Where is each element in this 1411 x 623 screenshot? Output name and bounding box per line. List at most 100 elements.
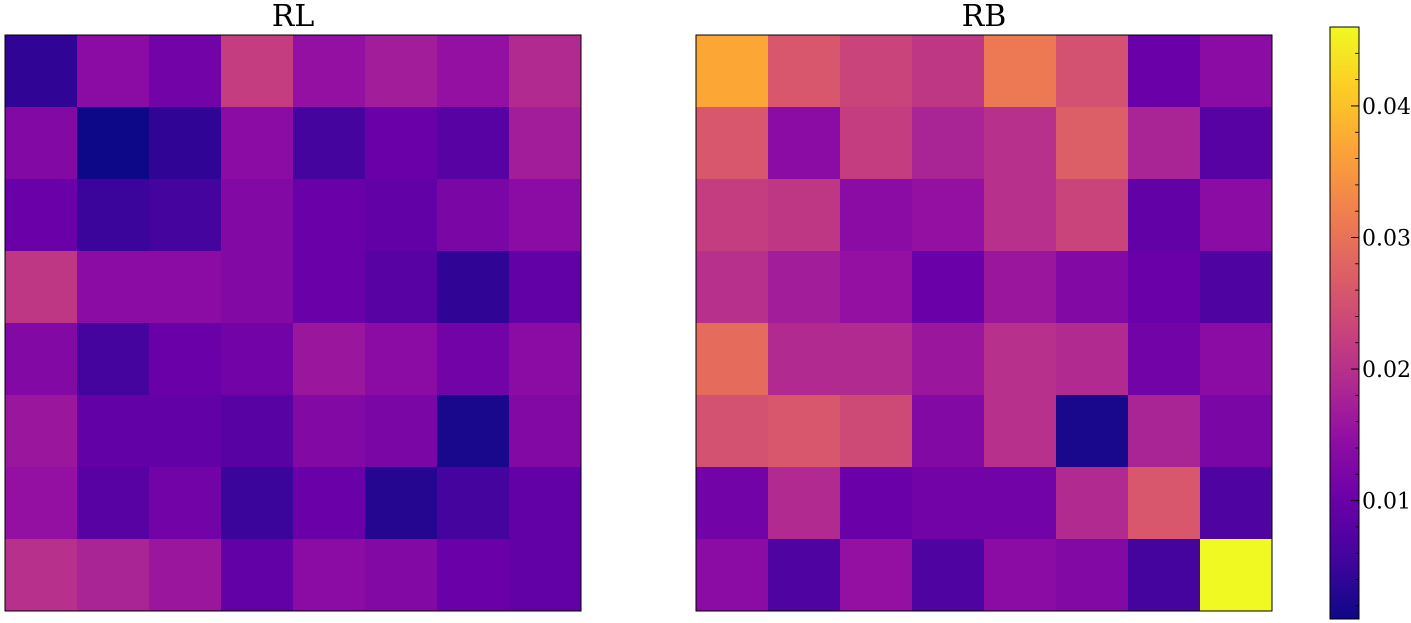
heatmap-cell <box>984 395 1057 468</box>
heatmap-cell <box>77 251 150 324</box>
heatmap-cell <box>437 251 510 324</box>
heatmap-cell <box>1128 467 1201 540</box>
heatmap-cell <box>77 539 150 612</box>
heatmap-cell <box>696 179 769 252</box>
heatmap-cell <box>768 323 841 396</box>
heatmap-cell <box>293 107 366 180</box>
heatmap-cell <box>984 251 1057 324</box>
heatmap-cell <box>5 395 78 468</box>
heatmap-cell <box>5 35 78 108</box>
heatmap-cell <box>912 323 985 396</box>
heatmap-frame <box>695 34 1273 612</box>
heatmap-cell <box>221 467 294 540</box>
heatmap-cell <box>1056 35 1129 108</box>
heatmap-cell <box>696 251 769 324</box>
heatmap-cell <box>437 35 510 108</box>
heatmap-cell <box>5 179 78 252</box>
heatmap-frame <box>4 34 582 612</box>
heatmap-cell <box>149 107 222 180</box>
heatmap-cell <box>768 107 841 180</box>
heatmap-cell <box>840 35 913 108</box>
heatmap-cell <box>149 251 222 324</box>
heatmap-cell <box>77 35 150 108</box>
heatmap-cell <box>840 179 913 252</box>
heatmap-cell <box>293 467 366 540</box>
colorbar-tick-label: 0.04 <box>1362 95 1411 120</box>
heatmap-cell <box>365 323 438 396</box>
heatmap-cell <box>768 539 841 612</box>
heatmap-cell <box>5 539 78 612</box>
heatmap-cell <box>984 539 1057 612</box>
heatmap-cell <box>984 107 1057 180</box>
heatmap-cell <box>77 323 150 396</box>
heatmap-cell <box>1128 179 1201 252</box>
heatmap-cell <box>696 107 769 180</box>
heatmap-cell <box>221 35 294 108</box>
heatmap-cell <box>768 467 841 540</box>
heatmap-cell <box>149 179 222 252</box>
heatmap-cell <box>1056 179 1129 252</box>
heatmap-cell <box>840 539 913 612</box>
heatmap-cell <box>1056 395 1129 468</box>
heatmap-cell <box>1200 395 1273 468</box>
heatmap-cell <box>221 107 294 180</box>
heatmap-cell <box>768 35 841 108</box>
heatmap-cell <box>509 179 582 252</box>
heatmap-cell <box>509 107 582 180</box>
heatmap-cell <box>1200 539 1273 612</box>
heatmap-cell <box>1056 467 1129 540</box>
heatmap-cell <box>1128 323 1201 396</box>
heatmap-cell <box>840 467 913 540</box>
heatmap-cell <box>365 35 438 108</box>
heatmap-cell <box>696 467 769 540</box>
heatmap-cell <box>509 539 582 612</box>
heatmap-cell <box>365 467 438 540</box>
heatmap-cell <box>696 539 769 612</box>
heatmap-cell <box>912 539 985 612</box>
heatmap-cell <box>912 467 985 540</box>
heatmap-cell <box>768 251 841 324</box>
colorbar-tick-label: 0.01 <box>1362 490 1411 515</box>
heatmap-cell <box>221 539 294 612</box>
heatmap-cell <box>1128 107 1201 180</box>
heatmap-cell <box>221 395 294 468</box>
heatmap-cell <box>1056 539 1129 612</box>
heatmap-cell <box>5 467 78 540</box>
heatmap-cell <box>509 323 582 396</box>
heatmap-cell <box>1200 35 1273 108</box>
colorbar-frame <box>1329 26 1360 620</box>
heatmap-cell <box>912 107 985 180</box>
heatmap-cell <box>365 395 438 468</box>
heatmap-cell <box>365 179 438 252</box>
colorbar-tick-label: 0.03 <box>1362 226 1411 251</box>
heatmap-cell <box>840 395 913 468</box>
heatmap-cell <box>365 251 438 324</box>
heatmap-cell <box>1200 323 1273 396</box>
heatmap-cell <box>149 395 222 468</box>
heatmap-cell <box>984 179 1057 252</box>
heatmap-cell <box>149 323 222 396</box>
heatmap-cell <box>221 179 294 252</box>
heatmap-cell <box>437 395 510 468</box>
heatmap-cell <box>149 539 222 612</box>
heatmap-cell <box>77 395 150 468</box>
heatmap-cell <box>437 539 510 612</box>
heatmap-cell <box>840 323 913 396</box>
heatmap-cell <box>149 467 222 540</box>
heatmap-cell <box>293 539 366 612</box>
colorbar-tick-label: 0.02 <box>1362 358 1411 383</box>
heatmap-cell <box>984 35 1057 108</box>
heatmap-cell <box>365 539 438 612</box>
heatmap-cell <box>365 107 438 180</box>
heatmap-cell <box>1200 251 1273 324</box>
heatmap-cell <box>1200 107 1273 180</box>
colorbar: 0.01 0.02 0.03 0.04 <box>1329 26 1411 620</box>
heatmap-cell <box>77 467 150 540</box>
heatmap-panel-rl <box>4 34 582 612</box>
heatmap-cell <box>437 467 510 540</box>
heatmap-cell <box>840 251 913 324</box>
heatmap-cell <box>77 179 150 252</box>
heatmap-cell <box>77 107 150 180</box>
heatmap-cell <box>5 107 78 180</box>
